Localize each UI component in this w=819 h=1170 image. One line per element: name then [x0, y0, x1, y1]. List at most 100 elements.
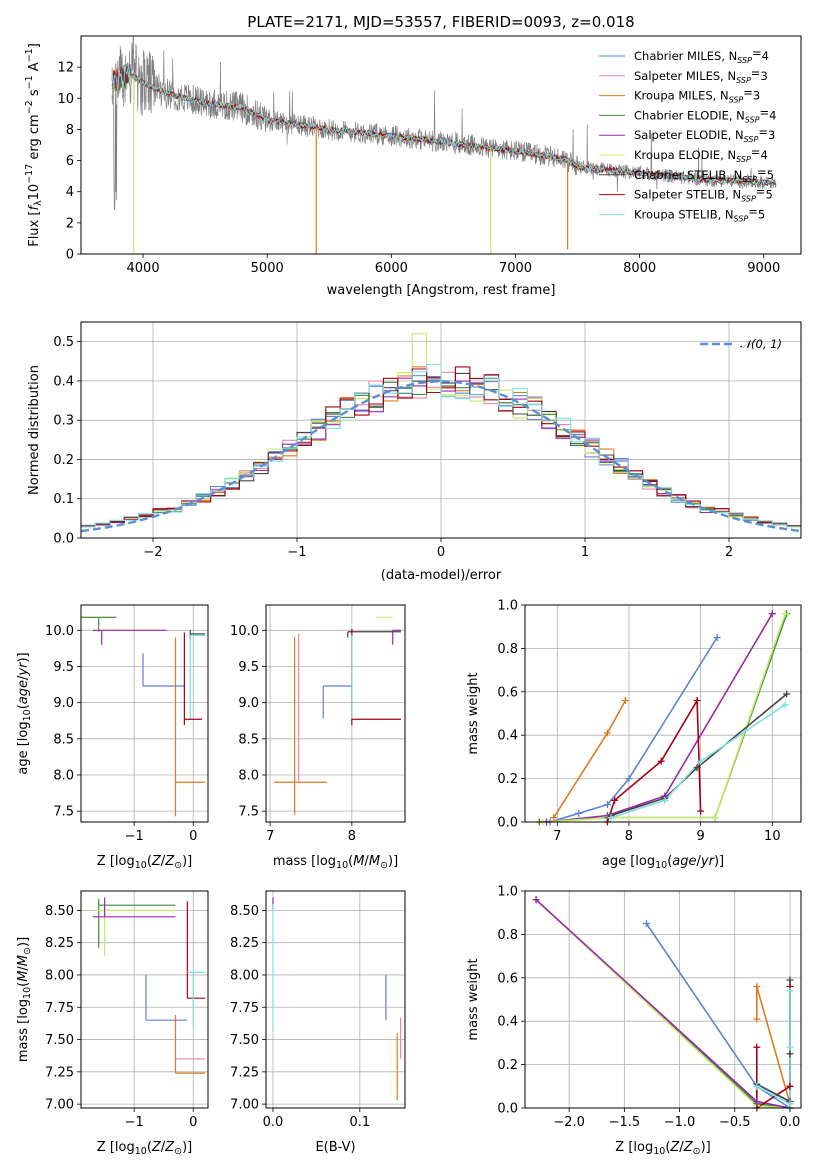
x-tick-label: −1	[287, 545, 306, 560]
x-tick-label: 6000	[375, 261, 408, 276]
label-part: (	[667, 854, 672, 869]
x-tick-label: 8	[625, 829, 633, 844]
data-point-marker	[661, 796, 669, 804]
legend-model: Chabrier MILES	[634, 49, 721, 63]
label-part: mass [log	[273, 854, 336, 869]
x-axis-label: (data-model)/error	[381, 568, 502, 583]
mass-weight-line	[546, 613, 773, 822]
data-point-marker	[697, 757, 705, 765]
label-part: Z [log	[97, 854, 135, 869]
data-point-marker	[786, 1050, 794, 1058]
y-tick-label: 8.5	[238, 732, 259, 747]
y-tick-label: 0.2	[497, 772, 518, 787]
y-tick-label: 1.0	[497, 885, 518, 900]
y-tick-label: 0.4	[497, 729, 518, 744]
y-label-part: −17	[24, 164, 35, 184]
label-part: yr	[700, 854, 716, 869]
model-spectrum	[111, 64, 776, 186]
data-point-marker	[753, 1015, 761, 1023]
legend-nssp-value: 3	[753, 89, 760, 103]
label-part: Z	[669, 1140, 680, 1155]
plot-area	[539, 613, 788, 822]
x-tick-label: 7	[266, 829, 274, 844]
y-label-part: Flux [	[27, 211, 42, 247]
y-tick-label: 10.0	[230, 624, 259, 639]
legend-label: Kroupa ELODIE, NSSP=4	[634, 145, 768, 164]
legend-nssp-sub: SSP	[734, 214, 749, 223]
legend-nssp-prefix: , N	[729, 108, 745, 122]
axes-frame	[80, 35, 802, 255]
legend-nssp-sub: SSP	[736, 76, 751, 85]
plot-area	[272, 897, 402, 1101]
label-part: ⊙	[22, 947, 33, 955]
data-point-marker	[781, 701, 789, 709]
mass-weight-line	[542, 613, 786, 822]
y-tick-label: 0.2	[497, 1058, 518, 1073]
label-part: ⊙	[174, 860, 182, 871]
legend-nssp-sub: SSP	[729, 96, 744, 105]
label-part: 10	[135, 1146, 147, 1157]
label-part: /	[364, 854, 369, 869]
data-point-marker	[753, 1097, 761, 1105]
y-tick-label: 8.0	[53, 768, 74, 783]
legend-label: Salpeter MILES, NSSP=3	[634, 66, 768, 85]
x-tick-label: 0.0	[263, 1115, 284, 1130]
y-tick-label: 0.8	[497, 928, 518, 943]
data-point-marker	[575, 809, 583, 817]
legend-eq: =	[752, 46, 762, 60]
x-tick-label: −1	[125, 1115, 144, 1130]
label-part: age [log	[16, 721, 31, 774]
plot-area	[81, 616, 206, 817]
x-axis-label: mass [log10(M/M⊙)]	[273, 854, 398, 871]
axes-frame	[524, 890, 802, 1109]
data-point-marker	[603, 801, 611, 809]
y-axis-label: Flux [fλ10−17 erg cm−2 s−1 A−1]	[24, 43, 44, 247]
y-tick-label: 2	[66, 216, 74, 231]
data-point-marker	[786, 987, 794, 995]
label-part: (	[16, 704, 31, 709]
label-part: yr	[16, 661, 31, 677]
axes-frame	[265, 604, 406, 823]
label-part: )]	[16, 937, 31, 947]
y-tick-label: 9.0	[238, 696, 259, 711]
label-part: Z	[151, 1140, 162, 1155]
legend-label: Chabrier MILES, NSSP=4	[634, 46, 769, 65]
legend-eq: =	[757, 165, 767, 179]
axes-frame	[80, 890, 209, 1109]
data-point-marker	[693, 696, 701, 704]
x-tick-label: 0	[189, 829, 197, 844]
legend-label: Kroupa STELIB, NSSP=5	[634, 204, 765, 223]
axes-frame	[80, 604, 209, 823]
mass-weight-line	[535, 899, 791, 1108]
y-tick-label: 8	[66, 123, 74, 138]
data-point-marker	[657, 757, 665, 765]
y-tick-label: 4	[66, 185, 74, 200]
legend-eq: =	[751, 145, 761, 159]
y-tick-label: 0.4	[53, 374, 74, 389]
data-point-marker	[550, 814, 558, 822]
y-tick-label: 0.5	[53, 335, 74, 350]
label-part: (	[665, 1140, 670, 1155]
legend-label: Kroupa MILES, NSSP=3	[634, 86, 760, 105]
label-part: 10	[22, 987, 33, 999]
normal-curve	[81, 380, 801, 533]
y-tick-label: 7.75	[230, 1001, 259, 1016]
y-tick-label: 0.6	[497, 685, 518, 700]
x-tick-label: 0	[437, 545, 445, 560]
y-tick-label: 0.1	[53, 492, 74, 507]
plot-area	[111, 36, 777, 254]
label-part: mass [log	[16, 999, 31, 1062]
x-tick-label: 1	[581, 545, 589, 560]
y-tick-label: 7.25	[45, 1065, 74, 1080]
label-part: 10	[22, 709, 33, 721]
label-part: )]	[16, 652, 31, 662]
label-part: M	[369, 854, 380, 869]
data-point-marker	[642, 920, 650, 928]
data-point-marker	[786, 976, 794, 984]
y-label-part: −2	[24, 100, 35, 114]
legend-label: 𝒩(0, 1)	[740, 337, 782, 351]
label-part: ⊙	[380, 860, 388, 871]
data-point-marker	[786, 1043, 794, 1051]
legend-eq: =	[743, 86, 753, 100]
